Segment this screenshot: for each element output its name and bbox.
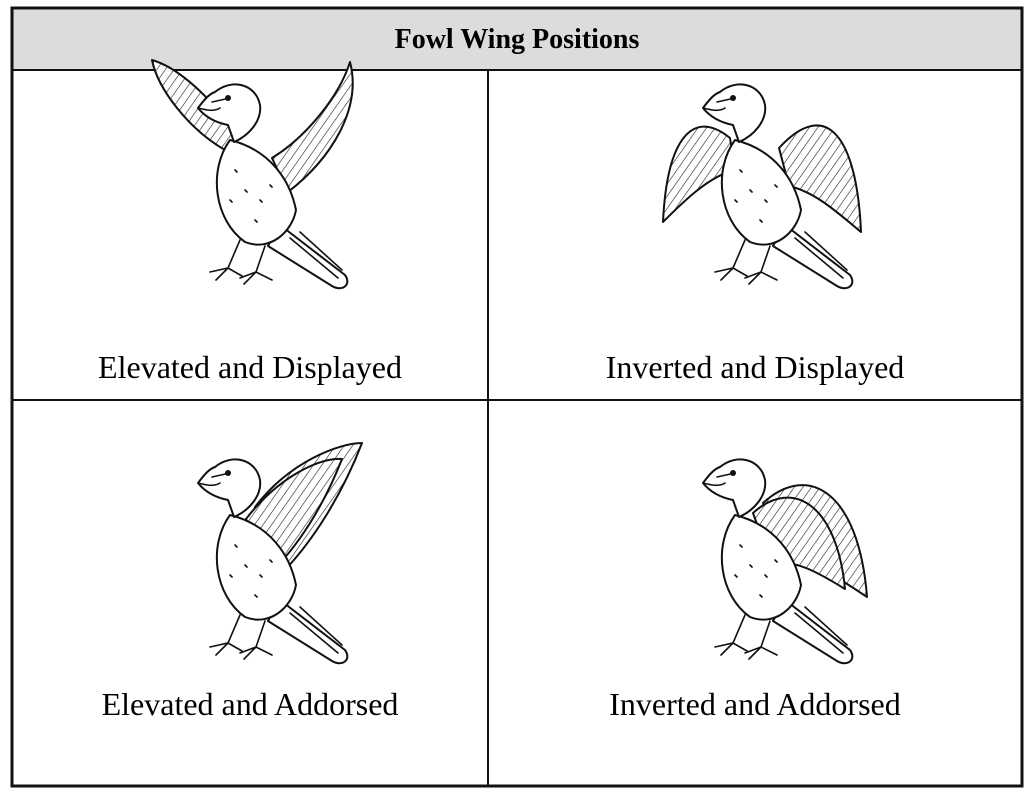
eagle-illustration [151,59,354,290]
table-border [10,6,1024,788]
eagle-illustration [662,83,862,290]
caption: Inverted and Addorsed [609,686,900,722]
caption: Elevated and Displayed [98,349,402,385]
caption: Elevated and Addorsed [102,686,399,722]
header-background [12,8,1022,70]
eagle-illustration [197,442,363,665]
caption: Inverted and Displayed [606,349,905,385]
table-title: Fowl Wing Positions [395,24,640,55]
eagle-illustration [702,458,868,665]
